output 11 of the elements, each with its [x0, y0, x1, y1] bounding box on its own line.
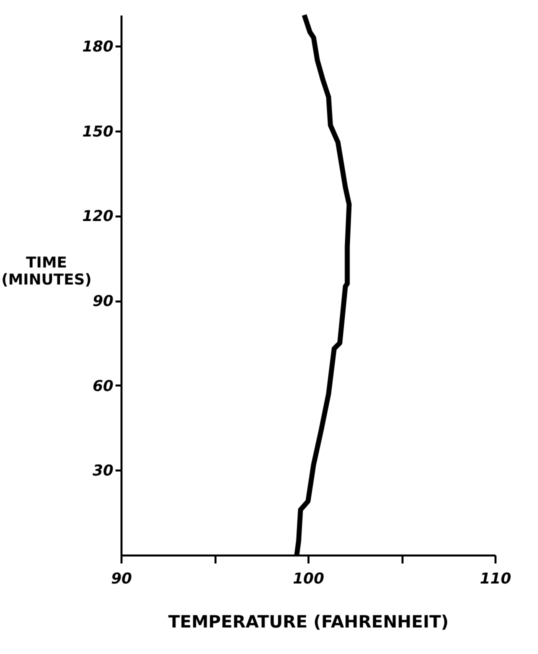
y-tick-label: 150: [82, 122, 114, 140]
x-tick-label: 110: [480, 570, 512, 588]
y-tick-label: 30: [92, 462, 114, 480]
x-tick-label: 90: [111, 570, 132, 588]
y-tick-label: 60: [92, 376, 114, 395]
x-axis-title: TEMPERATURE (FAHRENHEIT): [168, 612, 449, 632]
x-tick-label: 100: [292, 570, 324, 588]
y-tick-label: 180: [82, 38, 114, 56]
y-tick-label: 90: [92, 292, 114, 310]
y-axis-title: TIME (MINUTES): [1, 254, 92, 288]
y-tick-label: 120: [82, 207, 114, 226]
